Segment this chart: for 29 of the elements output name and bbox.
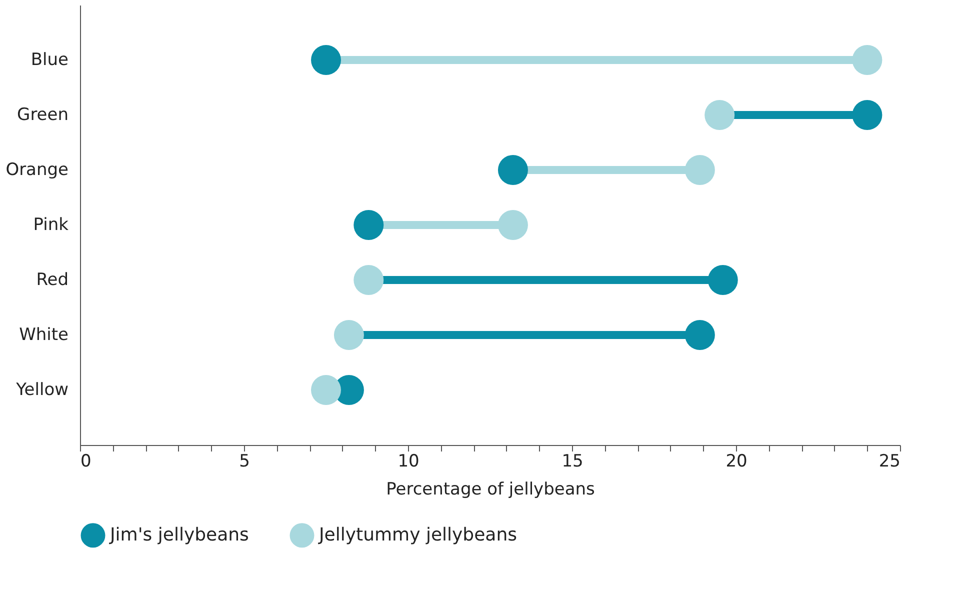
point xyxy=(334,320,364,350)
point xyxy=(684,320,715,350)
y-tick-label: Green xyxy=(17,105,68,125)
point xyxy=(684,155,715,185)
point xyxy=(311,375,341,405)
x-tick-label: 0 xyxy=(80,452,92,472)
x-tick-label: 20 xyxy=(726,452,748,472)
y-tick-label: White xyxy=(19,325,68,345)
x-tick-label: 10 xyxy=(398,452,420,472)
y-tick-label: Blue xyxy=(30,50,68,70)
point xyxy=(708,265,738,295)
point xyxy=(852,45,882,75)
y-tick-label: Red xyxy=(36,270,68,290)
legend-label: Jellytummy jellybeans xyxy=(318,524,517,546)
y-tick-label: Pink xyxy=(33,215,69,235)
point xyxy=(704,100,735,130)
point xyxy=(354,265,384,295)
x-tick-label: 15 xyxy=(562,452,584,472)
x-tick-label: 5 xyxy=(239,452,250,472)
y-tick-label: Yellow xyxy=(15,380,69,400)
point xyxy=(354,210,384,240)
x-axis-title: Percentage of jellybeans xyxy=(386,480,596,500)
point xyxy=(498,155,528,185)
point xyxy=(852,100,882,130)
x-tick-label: 25 xyxy=(878,452,900,472)
y-tick-label: Orange xyxy=(6,160,68,180)
point xyxy=(311,45,341,75)
legend-label: Jim's jellybeans xyxy=(109,524,249,546)
point xyxy=(498,210,528,240)
